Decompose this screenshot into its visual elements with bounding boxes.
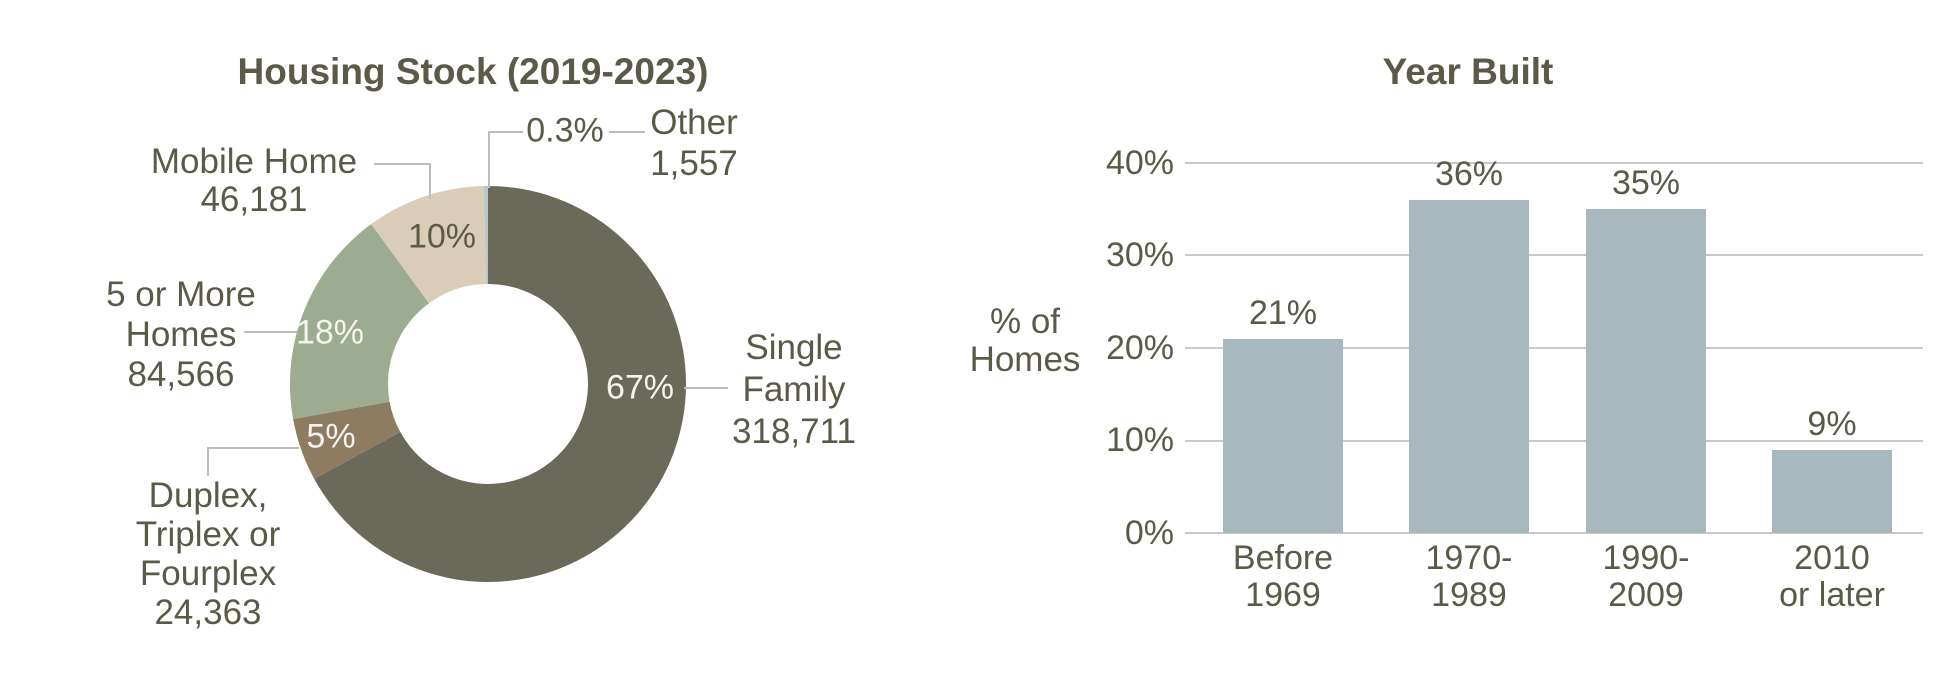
donut-chart-title: Housing Stock (2019-2023) [237, 50, 709, 92]
bar-value-label: 36% [1434, 155, 1504, 193]
y-axis-label: % of Homes [955, 303, 1095, 379]
bar-1990-2009 [1586, 209, 1706, 533]
leader-line-other [609, 131, 645, 133]
gridline-20 [1185, 347, 1923, 349]
gridline-40 [1185, 162, 1923, 164]
callout-line: 84,566 [127, 355, 235, 394]
gridline-0 [1185, 532, 1923, 534]
x-category-line: 2009 [1608, 576, 1684, 614]
y-tick-0: 0% [1124, 514, 1174, 552]
donut-slice-2 [289, 224, 430, 420]
y-tick-10: 10% [1105, 421, 1174, 459]
bar-value-label: 35% [1611, 164, 1681, 202]
callout-line: Other [650, 103, 738, 142]
donut-slice-3 [371, 186, 486, 304]
donut-slice-4 [483, 185, 488, 285]
x-category-line: 1990- [1602, 539, 1690, 577]
callout-line: Duplex, [148, 476, 268, 515]
gridline-10 [1185, 440, 1923, 442]
bar-value-label: 9% [1807, 405, 1857, 443]
callout-line: Mobile Home [150, 142, 358, 181]
leader-line-mobile-home [429, 163, 431, 199]
bar-value-label: 21% [1248, 294, 1318, 332]
x-category-label: 1970- 1989 [1426, 540, 1513, 614]
callout-single-family: Single Family 318,711 [732, 327, 856, 453]
callout-line: 46,181 [200, 180, 308, 219]
leader-line-duplex [207, 447, 299, 449]
slice-pct-label-duplex: 5% [306, 417, 356, 456]
y-axis-label-line: Homes [969, 340, 1081, 379]
donut-svg [289, 185, 687, 583]
x-category-label: Before 1969 [1233, 540, 1333, 614]
leader-line-mobile-home [374, 163, 431, 165]
leader-line-other [488, 131, 490, 188]
bar-2010-or-later [1772, 449, 1892, 533]
x-category-label: 2010 or later [1779, 540, 1885, 614]
callout-line: 5 or More [106, 275, 256, 314]
bar-plot-area [1185, 162, 1923, 534]
y-tick-30: 30% [1105, 236, 1174, 274]
leader-line-single-family [684, 387, 728, 389]
x-category-line: 2010 [1794, 539, 1870, 577]
callout-other: Other 1,557 [650, 102, 738, 184]
x-category-line: Before [1232, 539, 1334, 577]
callout-mobile-home: Mobile Home 46,181 [151, 143, 357, 219]
leader-line-five-or-more [244, 331, 297, 333]
donut-slice-1 [293, 401, 401, 479]
leader-line-duplex [207, 447, 209, 476]
callout-line: Single [745, 328, 843, 367]
callout-line: Family [742, 370, 846, 409]
x-category-label: 1990- 2009 [1603, 540, 1690, 614]
callout-line: 1,557 [650, 144, 738, 183]
y-axis-label-line: % of [989, 302, 1061, 341]
y-tick-20: 20% [1105, 329, 1174, 367]
slice-pct-label-other: 0.3% [526, 111, 604, 150]
callout-line: 318,711 [732, 412, 856, 451]
callout-duplex: Duplex, Triplex or Fourplex 24,363 [136, 476, 281, 632]
callout-line: Homes [125, 315, 237, 354]
slice-pct-label-mobile-home: 10% [407, 217, 477, 256]
callout-line: Fourplex [139, 554, 277, 593]
bar-1970-1989 [1409, 200, 1529, 533]
slice-pct-label-single-family: 67% [605, 368, 675, 407]
donut-slice-0 [314, 186, 687, 583]
callout-line: 24,363 [154, 593, 262, 632]
x-category-line: 1969 [1245, 576, 1321, 614]
x-category-line: or later [1779, 576, 1885, 614]
gridline-30 [1185, 254, 1923, 256]
slice-pct-label-five-or-more: 18% [295, 313, 365, 352]
x-category-line: 1970- [1425, 539, 1513, 577]
callout-five-or-more: 5 or More Homes 84,566 [106, 275, 256, 395]
bar-before-1969 [1223, 338, 1343, 533]
x-category-line: 1989 [1431, 576, 1507, 614]
leader-line-other [490, 131, 523, 133]
bar-chart-title: Year Built [1382, 50, 1554, 92]
y-tick-40: 40% [1105, 144, 1174, 182]
callout-line: Triplex or [135, 515, 281, 554]
